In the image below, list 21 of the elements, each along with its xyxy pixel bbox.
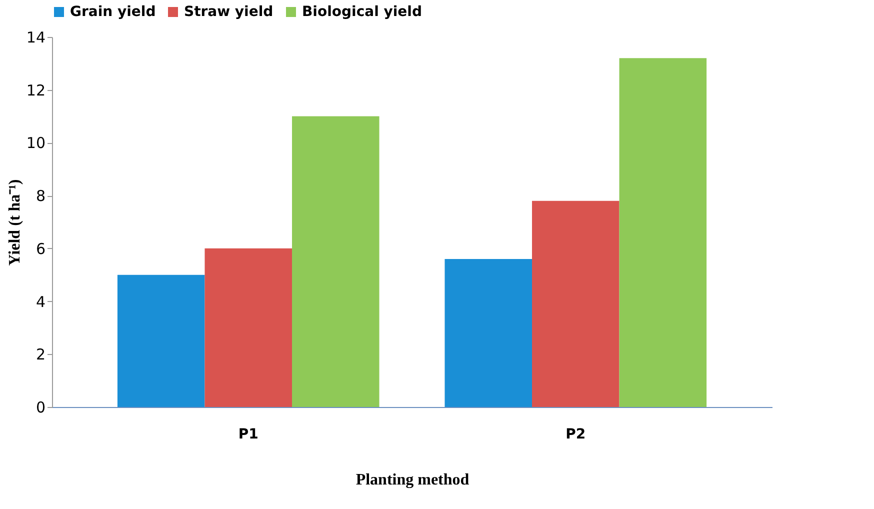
legend-label: Biological yield — [302, 4, 422, 20]
bar — [619, 58, 707, 407]
bar — [204, 248, 292, 407]
y-tick-label: 0 — [36, 398, 46, 416]
x-tick-label: P1 — [238, 426, 258, 442]
y-tick-label: 2 — [36, 346, 46, 364]
y-axis-title: Yield (t ha⁻¹) — [6, 179, 24, 266]
y-tick-label: 8 — [36, 187, 46, 206]
bar — [532, 200, 620, 407]
y-tick-label: 14 — [26, 28, 46, 46]
x-tick-label: P2 — [566, 426, 586, 442]
y-tick-label: 12 — [26, 81, 46, 100]
bar — [117, 274, 205, 407]
legend-label: Straw yield — [184, 4, 274, 20]
bar — [292, 116, 380, 407]
y-tick-label: 4 — [36, 292, 46, 311]
x-axis-title: Planting method — [356, 472, 470, 488]
y-tick-label: 6 — [36, 240, 46, 258]
bar — [444, 259, 532, 407]
y-tick-label: 10 — [26, 134, 46, 152]
legend-label: Grain yield — [70, 4, 156, 20]
